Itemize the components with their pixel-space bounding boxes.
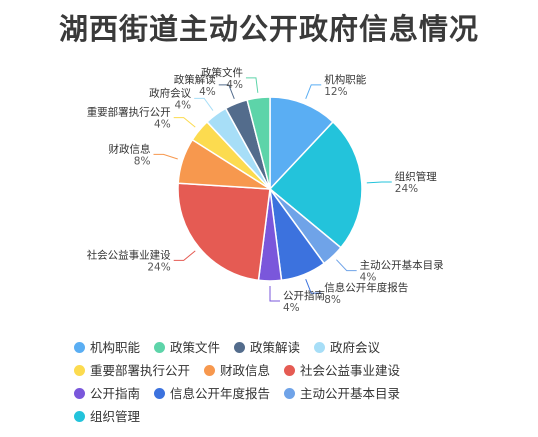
legend-label: 政府会议 — [330, 340, 381, 355]
label-leader-line — [245, 77, 259, 93]
legend-label: 主动公开基本目录 — [300, 386, 401, 401]
legend-row: 组织管理 — [74, 405, 514, 425]
pie-chart: 机构职能12%组织管理24%主动公开基本目录4%信息公开年度报告8%公开指南4%… — [87, 66, 444, 314]
legend-item[interactable]: 社会公益事业建设 — [284, 360, 400, 379]
label-leader-line — [336, 259, 357, 272]
legend-swatch-icon — [74, 342, 85, 353]
legend-row: 公开指南 信息公开年度报告 主动公开基本目录 — [74, 382, 514, 402]
legend-swatch-icon — [284, 365, 296, 376]
slice-name-label: 社会公益事业建设 — [87, 248, 171, 261]
legend-item[interactable]: 政策文件 — [154, 337, 220, 356]
label-leader-line — [269, 286, 280, 302]
legend-swatch-icon — [314, 342, 326, 353]
legend-label: 重要部署执行公开 — [90, 363, 191, 378]
legend-label: 公开指南 — [90, 386, 141, 401]
legend-item[interactable]: 重要部署执行公开 — [74, 360, 190, 379]
legend-swatch-icon — [74, 411, 85, 422]
legend-swatch-icon — [154, 342, 166, 353]
slice-value-label: 4% — [226, 79, 243, 91]
slice-value-label: 12% — [324, 86, 347, 98]
label-leader-line — [173, 250, 196, 261]
legend-label: 机构职能 — [90, 340, 141, 355]
slice-value-label: 24% — [147, 261, 170, 273]
legend-item[interactable]: 政策解读 — [234, 337, 300, 356]
legend-item[interactable]: 信息公开年度报告 — [154, 383, 270, 402]
legend-swatch-icon — [154, 388, 166, 399]
chart-title: 湖西街道主动公开政府信息情况 — [58, 12, 479, 46]
legend-swatch-icon — [74, 388, 85, 399]
slice-name-label: 政策文件 — [201, 66, 243, 79]
legend-swatch-icon — [74, 365, 85, 376]
slice-value-label: 8% — [324, 294, 341, 306]
legend-label: 政策文件 — [170, 340, 221, 355]
slice-name-label: 政府会议 — [149, 86, 191, 99]
pie-slice — [177, 182, 271, 282]
legend-label: 财政信息 — [220, 363, 271, 378]
label-leader-line — [153, 153, 178, 160]
slice-value-label: 8% — [134, 155, 151, 167]
slice-value-label: 4% — [174, 99, 191, 111]
legend-row: 机构职能 政策文件 政策解读 政府会议 — [74, 336, 514, 356]
legend-item[interactable]: 组织管理 — [74, 406, 140, 425]
legend-swatch-icon — [204, 365, 216, 376]
legend-swatch-icon — [234, 342, 246, 353]
legend-row: 重要部署执行公开 财政信息 社会公益事业建设 — [74, 359, 514, 379]
slice-name-label: 财政信息 — [108, 142, 150, 155]
legend-swatch-icon — [284, 388, 296, 399]
legend-item[interactable]: 公开指南 — [74, 383, 140, 402]
pie-slice — [268, 120, 363, 249]
pie-slice — [246, 96, 271, 190]
slice-name-label: 重要部署执行公开 — [87, 106, 171, 119]
label-leader-line — [366, 181, 392, 184]
slice-value-label: 4% — [360, 272, 377, 284]
legend-label: 组织管理 — [90, 409, 141, 424]
legend-label: 政策解读 — [250, 340, 301, 355]
label-leader-line — [305, 279, 322, 294]
slice-name-label: 信息公开年度报告 — [324, 281, 408, 294]
slice-value-label: 4% — [154, 119, 171, 131]
slice-name-label: 政策解读 — [174, 73, 216, 86]
slice-name-label: 组织管理 — [395, 170, 437, 183]
slice-value-label: 4% — [199, 86, 216, 98]
chart-legend: 机构职能 政策文件 政策解读 政府会议重要部署执行公开 财政信息 社会公益事业建设公开指南… — [74, 336, 514, 428]
slice-name-label: 主动公开基本目录 — [360, 259, 444, 272]
legend-item[interactable]: 主动公开基本目录 — [284, 383, 400, 402]
slice-name-label: 公开指南 — [283, 289, 325, 302]
label-leader-line — [194, 97, 214, 111]
slice-name-label: 机构职能 — [324, 73, 366, 86]
legend-label: 信息公开年度报告 — [170, 386, 271, 401]
legend-item[interactable]: 机构职能 — [74, 337, 140, 356]
legend-label: 社会公益事业建设 — [300, 363, 401, 378]
slice-value-label: 4% — [283, 302, 300, 314]
slice-value-label: 24% — [395, 183, 418, 195]
label-leader-line — [218, 84, 235, 99]
legend-item[interactable]: 政府会议 — [314, 337, 380, 356]
label-leader-line — [173, 117, 196, 128]
label-leader-line — [305, 84, 322, 99]
legend-item[interactable]: 财政信息 — [204, 360, 270, 379]
pie-slice — [269, 96, 335, 191]
